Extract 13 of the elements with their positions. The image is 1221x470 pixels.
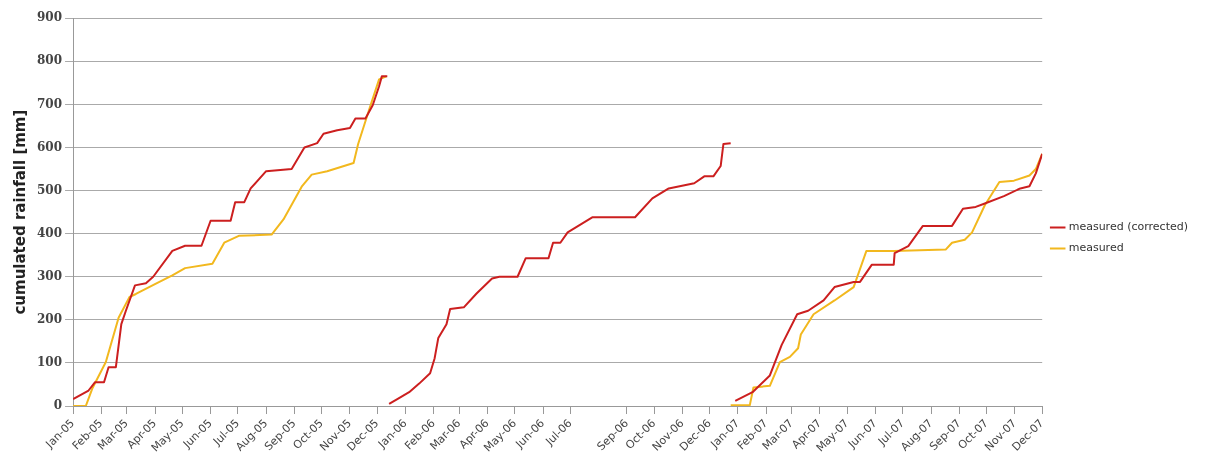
- y-tick-label: 600: [36, 139, 63, 154]
- legend-label: measured: [1068, 241, 1124, 255]
- y-tick-label: 100: [36, 355, 63, 370]
- legend-label: measured (corrected): [1068, 220, 1189, 234]
- y-axis-title: cumulated rainfall [mm]: [10, 109, 29, 315]
- y-tick-label: 0: [53, 398, 63, 413]
- y-tick-label: 300: [36, 268, 63, 283]
- y-tick-label: 400: [36, 225, 63, 240]
- y-tick-label: 200: [36, 311, 63, 326]
- y-tick-label: 800: [36, 53, 63, 68]
- y-tick-label: 900: [36, 10, 63, 25]
- y-tick-label: 700: [36, 96, 63, 111]
- y-tick-label: 500: [36, 182, 63, 197]
